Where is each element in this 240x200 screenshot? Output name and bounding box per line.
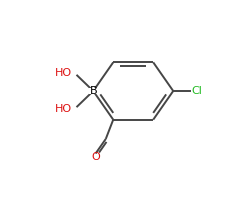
Text: HO: HO bbox=[55, 68, 72, 78]
Bar bbox=[89, 88, 97, 94]
Text: O: O bbox=[91, 152, 100, 162]
Text: HO: HO bbox=[55, 104, 72, 114]
Bar bbox=[92, 154, 99, 160]
Text: Cl: Cl bbox=[192, 86, 203, 96]
Text: B: B bbox=[90, 86, 97, 96]
